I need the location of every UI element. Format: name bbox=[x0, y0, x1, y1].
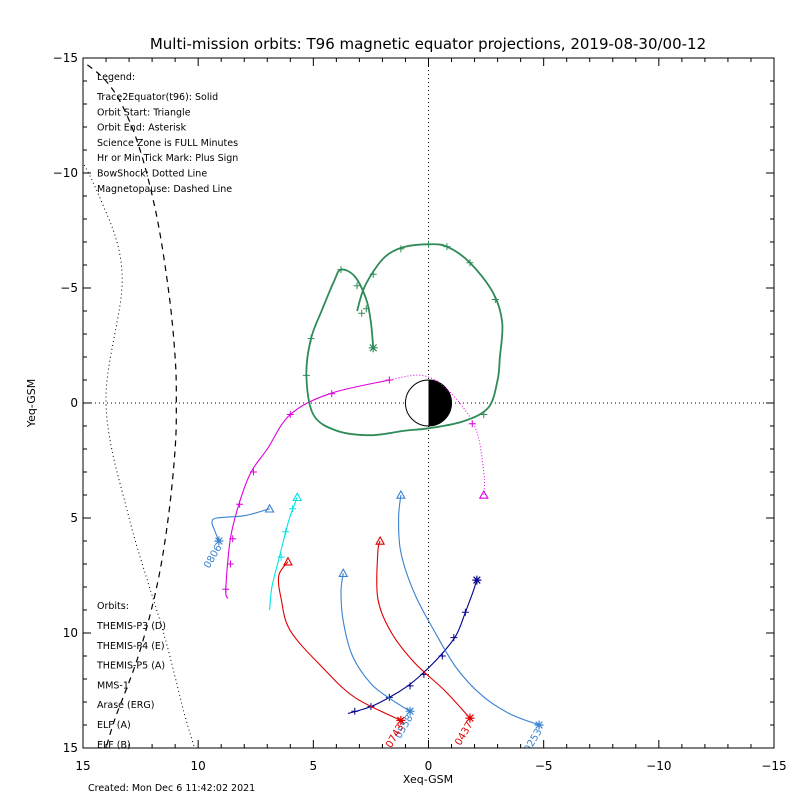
tick-mark bbox=[450, 634, 458, 642]
orbit-start-marker bbox=[478, 489, 489, 499]
orbit-start-marker bbox=[292, 492, 303, 502]
orbit-legend: THEMIS-P3 (D) THEMIS-P4 (E) THEMIS-P5 (A) M… bbox=[96, 621, 166, 751]
orbit-end-marker bbox=[214, 536, 224, 546]
y-tick-label: 5 bbox=[70, 511, 78, 525]
tick-mark bbox=[222, 585, 230, 593]
tick-mark bbox=[362, 305, 370, 313]
x-tick-label: −5 bbox=[535, 759, 553, 773]
tick-mark bbox=[226, 560, 234, 568]
orbit-line bbox=[340, 573, 411, 712]
chart-title: Multi-mission orbits: T96 magnetic equat… bbox=[150, 35, 706, 53]
orbit-line bbox=[398, 494, 540, 726]
y-tick-label: 10 bbox=[63, 626, 78, 640]
orbit-line bbox=[347, 579, 478, 715]
orbits-header: Orbits: bbox=[97, 601, 129, 612]
tick-mark bbox=[229, 535, 237, 543]
y-axis-label: Yeq-GSM bbox=[25, 379, 38, 428]
tick-mark bbox=[480, 411, 488, 418]
tick-mark bbox=[406, 682, 414, 690]
tick-mark bbox=[286, 411, 294, 418]
x-tick-label: −15 bbox=[761, 759, 786, 773]
y-tick-label: −10 bbox=[53, 166, 78, 180]
legend-line: Hr or Min Tick Mark: Plus Sign bbox=[97, 153, 238, 164]
earth-nightside bbox=[428, 379, 452, 427]
orbit-line bbox=[211, 508, 270, 542]
tick-mark bbox=[328, 390, 336, 398]
orbit-series bbox=[269, 492, 303, 611]
tick-mark bbox=[425, 240, 432, 248]
x-axis-label: Xeq-GSM bbox=[403, 773, 453, 786]
tick-mark bbox=[302, 371, 310, 379]
x-tick-label: −10 bbox=[646, 759, 671, 773]
orbit-line bbox=[305, 243, 504, 437]
legend-block: Trace2Equator(t96): Solid Orbit Start: Tr… bbox=[96, 92, 238, 195]
y-tick-label: 0 bbox=[70, 396, 78, 410]
y-tick-label: −5 bbox=[60, 281, 78, 295]
legend-line: Science Zone is FULL Minutes bbox=[97, 138, 238, 149]
orbit-start-marker bbox=[264, 503, 275, 513]
tick-mark bbox=[385, 693, 393, 701]
tick-mark bbox=[289, 505, 297, 513]
orbit-legend-entry: THEMIS-P4 (E) bbox=[96, 641, 165, 652]
orbit-end-marker bbox=[396, 715, 406, 725]
orbit-legend-entry: ELF (B) bbox=[97, 740, 131, 751]
orbit-end-marker bbox=[465, 713, 475, 723]
orbit-series bbox=[302, 240, 504, 437]
orbit-legend-entry: MMS-1 bbox=[97, 680, 129, 691]
orbit-start-marker bbox=[338, 568, 349, 577]
tick-mark bbox=[443, 243, 451, 251]
orbit-start-marker bbox=[283, 556, 293, 566]
y-tick-label: −15 bbox=[53, 51, 78, 65]
legend-line: Orbit Start: Triangle bbox=[97, 107, 191, 118]
orbit-line bbox=[269, 497, 298, 611]
orbit-line bbox=[376, 540, 471, 719]
tick-mark bbox=[282, 528, 290, 536]
orbit-legend-entry: THEMIS-P5 (A) bbox=[96, 661, 165, 672]
tick-mark bbox=[461, 608, 469, 616]
orbit-series bbox=[222, 374, 489, 599]
x-tick-label: 0 bbox=[425, 759, 433, 773]
tick-mark bbox=[236, 500, 244, 508]
tick-mark bbox=[438, 652, 446, 660]
tick-mark bbox=[337, 266, 345, 274]
tick-mark bbox=[358, 309, 366, 317]
y-tick-label: 15 bbox=[63, 741, 78, 755]
x-tick-label: 10 bbox=[191, 759, 206, 773]
x-tick-label: 15 bbox=[75, 759, 90, 773]
tick-mark bbox=[385, 376, 393, 384]
tick-mark bbox=[307, 335, 315, 343]
tick-mark bbox=[353, 282, 361, 290]
orbit-end-marker bbox=[405, 706, 415, 716]
orbit-legend-entry: ELF (A) bbox=[97, 720, 131, 731]
orbit-end-marker bbox=[534, 720, 544, 730]
legend-line: Magnetopause: Dashed Line bbox=[97, 184, 232, 195]
tick-mark bbox=[369, 270, 377, 278]
orbit-start-marker bbox=[375, 535, 386, 545]
orbit-end-marker bbox=[472, 575, 482, 585]
tick-mark bbox=[249, 468, 257, 476]
legend-line: Trace2Equator(t96): Solid bbox=[96, 92, 218, 103]
created-stamp: Created: Mon Dec 6 11:42:02 2021 bbox=[88, 783, 255, 794]
orbit-line bbox=[277, 561, 402, 721]
tick-mark bbox=[397, 245, 405, 253]
orbit-legend-entry: THEMIS-P3 (D) bbox=[96, 621, 166, 632]
legend-line: BowShock: Dotted Line bbox=[97, 169, 207, 180]
orbit-end-marker bbox=[368, 343, 378, 353]
orbit-start-marker bbox=[395, 489, 406, 499]
x-tick-label: 5 bbox=[310, 759, 318, 773]
legend-line: Orbit End: Asterisk bbox=[97, 123, 187, 134]
tick-mark bbox=[468, 420, 476, 428]
tick-mark bbox=[491, 296, 499, 303]
tick-mark bbox=[277, 553, 285, 561]
tick-mark bbox=[466, 259, 474, 267]
legend-header: Legend: bbox=[97, 72, 135, 83]
tick-mark bbox=[351, 707, 359, 715]
orbit-legend-entry: Arase (ERG) bbox=[97, 700, 154, 711]
